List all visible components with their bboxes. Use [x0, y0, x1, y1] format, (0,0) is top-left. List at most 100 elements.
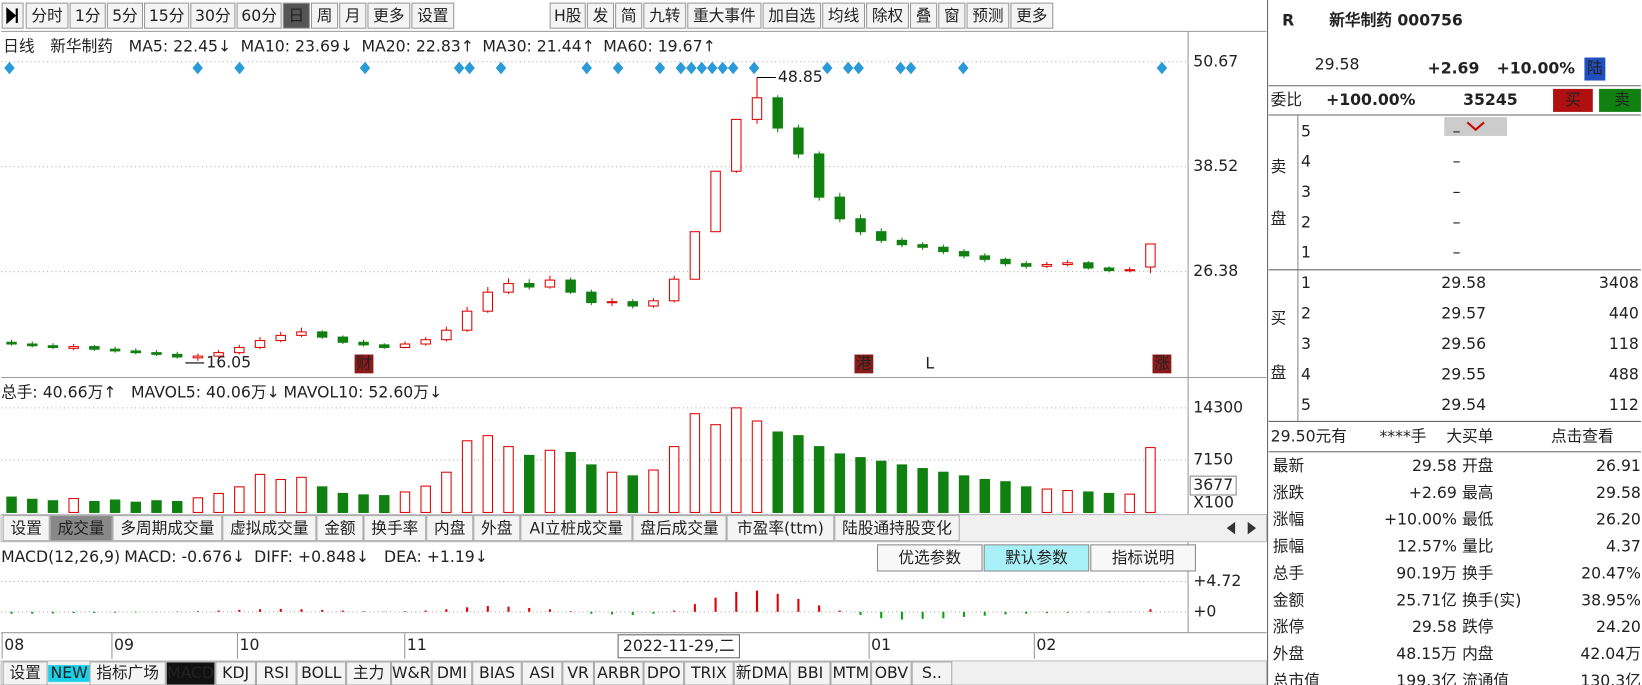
bottom-tab-label[interactable]: VR [567, 663, 589, 682]
indicator-tab-label[interactable]: 市盈率(ttm) [737, 519, 824, 538]
bottom-tab[interactable] [521, 661, 563, 685]
macd-button[interactable] [1090, 544, 1196, 572]
indicator-tab-label[interactable]: 设置 [11, 519, 42, 538]
indicator-tab[interactable] [49, 515, 113, 542]
toolbar-button[interactable] [643, 2, 687, 29]
toolbar-button[interactable] [586, 2, 615, 29]
bottom-tab-label[interactable]: BBI [797, 663, 823, 682]
macd-button[interactable] [876, 544, 983, 572]
bottom-tab-label[interactable]: MACD [167, 663, 214, 682]
bottom-tab[interactable] [255, 661, 297, 685]
bottom-tab[interactable] [296, 661, 347, 685]
toolbar-button[interactable] [144, 2, 190, 29]
macd-button-label[interactable]: 指标说明 [1112, 548, 1175, 567]
indicator-tab[interactable] [726, 515, 835, 542]
bottom-tab[interactable] [89, 661, 166, 685]
toolbar-button[interactable] [762, 2, 822, 29]
expand-button[interactable] [1444, 117, 1508, 136]
toolbar-button[interactable] [866, 2, 909, 29]
bottom-tab-label[interactable]: TRIX [690, 663, 727, 682]
buy-button[interactable] [1553, 88, 1593, 112]
bottom-tab-label[interactable]: BOLL [301, 663, 342, 682]
event-badge[interactable] [854, 354, 874, 374]
indicator-tab-label[interactable]: 盘后成交量 [640, 519, 718, 538]
toolbar-button[interactable] [339, 2, 367, 29]
bottom-tab[interactable] [2, 661, 48, 685]
indicator-tab-label[interactable]: 外盘 [481, 519, 512, 538]
toolbar-button[interactable] [106, 2, 144, 29]
toolbar-button[interactable] [938, 2, 966, 29]
indicator-tab-label[interactable]: 虚拟成交量 [230, 519, 308, 538]
macd-button-label[interactable]: 优选参数 [898, 548, 961, 567]
sell-button[interactable] [1599, 88, 1641, 112]
bottom-tab-label[interactable]: DMI [437, 663, 467, 682]
bottom-tab-label[interactable]: NEW [51, 663, 88, 682]
bottom-tab-label[interactable]: 主力 [353, 663, 384, 682]
toolbar-button[interactable] [615, 2, 643, 29]
bottom-tab-label[interactable]: 指标广场 [96, 663, 159, 682]
indicator-tab[interactable] [316, 515, 364, 542]
toolbar-button[interactable] [966, 2, 1010, 29]
toolbar-button[interactable] [1010, 2, 1054, 29]
bottom-tab[interactable] [215, 661, 256, 685]
sell-button-label[interactable]: 卖 [1614, 90, 1630, 109]
indicator-tab-label[interactable]: AI立桩成交量 [530, 519, 624, 538]
bottom-tab[interactable] [346, 661, 392, 685]
macd-button-label[interactable]: 默认参数 [1005, 548, 1068, 567]
toolbar-button[interactable] [687, 2, 762, 29]
event-label[interactable]: L [925, 353, 934, 372]
event-badge[interactable] [1152, 354, 1172, 374]
buy-button-label[interactable]: 买 [1565, 90, 1581, 109]
bottom-tab[interactable] [871, 661, 912, 685]
indicator-tab[interactable] [112, 515, 223, 542]
bottom-tab[interactable] [684, 661, 734, 685]
indicator-tab[interactable] [222, 515, 317, 542]
event-label[interactable]: 财 [356, 353, 372, 372]
bottom-tab-label[interactable]: KDJ [222, 663, 249, 682]
big-order[interactable]: 点击查看 [1551, 427, 1614, 446]
bottom-tab[interactable] [733, 661, 790, 685]
bottom-tab-label[interactable]: RSI [264, 663, 289, 682]
bottom-tab-label[interactable]: W&R [392, 663, 431, 682]
indicator-tab[interactable] [834, 515, 960, 542]
event-label[interactable]: 港 [856, 353, 872, 372]
toolbar-button[interactable] [549, 2, 586, 29]
toolbar-button[interactable] [25, 2, 69, 29]
bottom-tab[interactable] [165, 661, 216, 685]
bottom-tab-label[interactable]: ARBR [597, 663, 640, 682]
indicator-tab-label[interactable]: 内盘 [434, 519, 465, 538]
scroll-right[interactable] [1247, 521, 1257, 535]
event-badge[interactable] [354, 354, 374, 374]
indicator-tab-label[interactable]: 陆股通持股变化 [842, 519, 952, 538]
toolbar-button[interactable] [282, 2, 310, 29]
toolbar-button[interactable] [190, 2, 236, 29]
indicator-tab[interactable] [473, 515, 521, 542]
bottom-tab[interactable] [593, 661, 644, 685]
indicator-tab[interactable] [426, 515, 474, 542]
indicator-tab-label[interactable]: 换手率 [371, 519, 418, 538]
bottom-tab-label[interactable]: S.. [922, 663, 942, 682]
toolbar-button[interactable] [310, 2, 339, 29]
toolbar-button[interactable] [909, 2, 938, 29]
toolbar-button[interactable] [69, 2, 106, 29]
bottom-tab[interactable] [911, 661, 953, 685]
indicator-tab[interactable] [363, 515, 427, 542]
bottom-tab-label[interactable]: OBV [875, 663, 909, 682]
bottom-tab[interactable] [830, 661, 872, 685]
bottom-tab-label[interactable]: ASI [529, 663, 554, 682]
scroll-left[interactable] [1226, 521, 1236, 535]
toolbar-button[interactable] [367, 2, 411, 29]
bottom-tab[interactable] [643, 661, 685, 685]
bottom-tab-label[interactable]: MTM [832, 663, 869, 682]
bottom-tab-label[interactable]: BIAS [479, 663, 515, 682]
bottom-tab-label[interactable]: 设置 [9, 663, 40, 682]
indicator-tab-label[interactable]: 金额 [324, 519, 356, 538]
bottom-tab[interactable] [391, 661, 432, 685]
toolbar-button[interactable] [822, 2, 866, 29]
bottom-tab[interactable] [48, 665, 90, 682]
indicator-tab-label[interactable]: 成交量 [58, 519, 105, 538]
indicator-tab[interactable] [2, 515, 50, 542]
toolbar-button[interactable] [236, 2, 282, 29]
bottom-tab[interactable] [562, 661, 594, 685]
bottom-tab[interactable] [472, 661, 522, 685]
